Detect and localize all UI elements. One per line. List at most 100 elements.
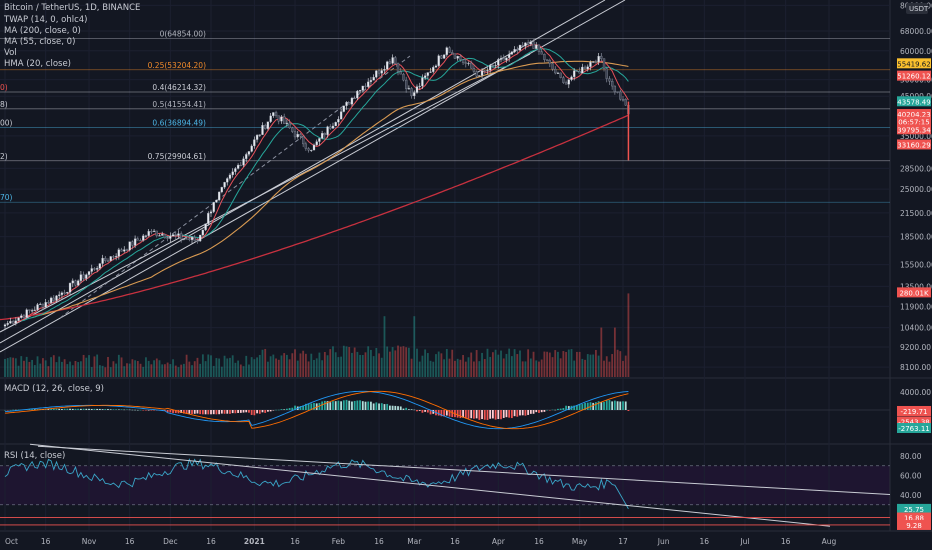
macd-hist-bar <box>407 409 410 410</box>
candle-body <box>299 134 302 137</box>
legend-ma55[interactable]: MA (55, close, 0) <box>4 37 76 47</box>
candle-body <box>79 274 83 281</box>
volume-bar <box>578 351 581 377</box>
candle-body <box>478 75 481 77</box>
macd-hist-bar <box>361 401 364 410</box>
macd-hist-bar <box>478 410 481 420</box>
volume-bar <box>546 351 549 377</box>
candle-body <box>410 88 413 97</box>
volume-bar <box>388 351 391 377</box>
volume-bar <box>521 361 524 377</box>
macd-hist-bar <box>166 410 169 413</box>
macd-hist-bar <box>223 410 226 414</box>
volume-bar <box>204 361 207 377</box>
candle-body <box>52 297 55 301</box>
price-tick: 25000.00 <box>900 185 932 194</box>
macd-badge-text: -2543.38 <box>898 418 929 426</box>
macd-hist-bar <box>608 399 611 410</box>
rsi-band <box>0 465 890 505</box>
candle-body <box>415 86 419 93</box>
legend-twap[interactable]: TWAP (14, 0, ohlc4) <box>4 15 88 25</box>
candle-body <box>326 126 329 136</box>
candle-body <box>470 62 473 69</box>
candle-body <box>383 69 386 71</box>
candle-body <box>356 90 359 99</box>
candle-body <box>20 315 23 318</box>
candle-body <box>505 57 508 61</box>
candle-body <box>85 274 88 279</box>
fib-label: 0.25(53204.20) <box>148 61 206 70</box>
macd-tick: 4000.00 <box>900 388 931 397</box>
macd-hist-bar <box>280 409 283 410</box>
volume-bar <box>101 365 104 377</box>
macd-hist-bar <box>524 410 527 416</box>
macd-hist-bar <box>172 410 174 414</box>
volume-bar <box>565 351 567 377</box>
candle-body <box>144 235 148 237</box>
price-badge: 06:57:15 <box>897 116 931 127</box>
candle-body <box>90 268 93 272</box>
volume-bar <box>497 354 500 377</box>
volume-bar <box>145 357 147 377</box>
candle-body <box>551 63 554 70</box>
volume-bar <box>267 361 269 377</box>
candle-body <box>597 55 600 63</box>
legend-ma200[interactable]: MA (200, close, 0) <box>4 26 81 36</box>
candle-body <box>66 292 69 294</box>
candle-body <box>345 102 348 106</box>
volume-bar <box>82 354 85 377</box>
price-badge: 39795.34 <box>897 124 931 135</box>
rsi-label[interactable]: RSI (14, close) <box>4 451 66 461</box>
macd-badge: -2543.38 <box>897 416 931 427</box>
volume-bar <box>613 327 616 377</box>
legend-hma[interactable]: HMA (20, close) <box>4 59 71 69</box>
volume-bar <box>250 357 253 377</box>
volume-bar <box>207 354 210 377</box>
price-tick: 11900.00 <box>900 302 932 311</box>
legend-vol[interactable]: Vol <box>4 48 17 58</box>
fib-left-label: 70) <box>0 193 13 202</box>
candle-body <box>556 72 560 74</box>
candle-body <box>3 324 7 327</box>
rsi-badge-text: 16.88 <box>904 515 924 523</box>
candle-body <box>396 63 400 72</box>
macd-label[interactable]: MACD (12, 26, close, 9) <box>4 384 104 394</box>
candle-body <box>564 82 568 85</box>
candle-body <box>559 72 562 78</box>
time-tick: 16 <box>125 537 135 546</box>
macd-hist-bar <box>182 410 185 414</box>
time-tick: Aug <box>822 537 837 546</box>
volume-bar <box>464 361 467 377</box>
candle-body <box>575 70 579 72</box>
volume-bar <box>188 361 191 377</box>
price-badge: 40204.23 <box>897 109 931 120</box>
hma-line <box>13 44 629 324</box>
time-tick: Oct <box>5 537 18 546</box>
fib-label: 0.5(41554.41) <box>152 100 206 109</box>
candle-body <box>199 234 202 242</box>
macd-hist-bar <box>275 409 277 411</box>
candle-body <box>613 85 617 92</box>
price-badge-text: 55419.62 <box>897 60 930 68</box>
macd-hist-bar <box>489 410 492 419</box>
candle-body <box>68 282 72 293</box>
ma200-line <box>0 114 629 321</box>
volume-bar <box>481 352 483 377</box>
macd-hist-bar <box>304 403 307 410</box>
macd-hist-bar <box>402 408 405 410</box>
candle-body <box>337 119 340 123</box>
macd-hist-bar <box>313 403 315 410</box>
candle-body <box>497 59 500 66</box>
volume-bar <box>402 346 405 377</box>
volume-bar <box>98 365 101 377</box>
candle-body <box>499 58 503 60</box>
volume-bar <box>14 358 17 377</box>
volume-bar <box>486 348 489 377</box>
macd-hist-bar <box>277 409 280 411</box>
candle-body <box>169 236 172 239</box>
macd-hist-bar <box>521 410 524 416</box>
candle-body <box>459 55 462 60</box>
volume-bar <box>394 350 397 377</box>
macd-hist-bar <box>516 410 519 417</box>
